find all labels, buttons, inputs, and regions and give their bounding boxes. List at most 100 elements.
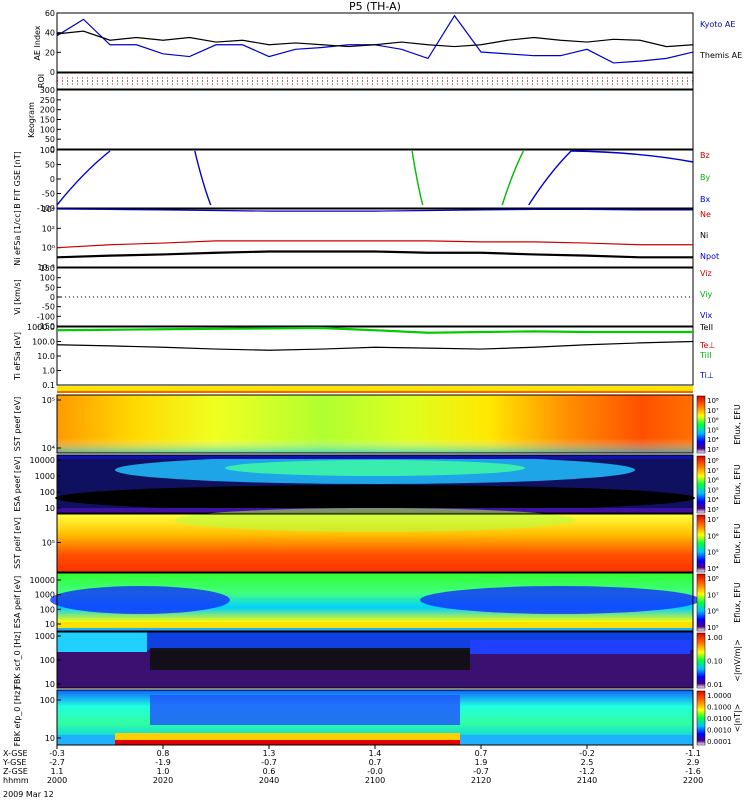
esa_e-ytick-label: 10 [45, 504, 55, 513]
sst_i-ytick: 10⁵ [42, 539, 61, 548]
colorbar-label: <|mV/m|> [733, 639, 742, 682]
x-tick-label: 0.7 [475, 749, 488, 758]
esa_e-ytick-label: 1000 [35, 472, 55, 481]
bx-series-segment [571, 150, 694, 163]
bfit-legend-by: By [700, 173, 710, 182]
esa_e-ytick: 10000 [30, 456, 61, 465]
vi-ytick: 50 [45, 283, 61, 292]
ti-ytick: 1.0 [42, 367, 61, 376]
esa_e-ytick-label: 10000 [30, 456, 55, 465]
colorbar-tick: 1.0000 [707, 692, 732, 700]
ni-legend-npot: Npot [700, 252, 719, 261]
x-tick-label: 2020 [153, 776, 173, 785]
keogram-ytick: 0 [50, 145, 61, 154]
keogram-ytick-label: 250 [40, 96, 55, 105]
esa_i-ytick-label: 10000 [30, 576, 55, 585]
vi-ytick-label: -50 [42, 303, 55, 312]
sst-e-panel-frame [56, 394, 694, 454]
bfit-ytick: 100 [40, 146, 61, 155]
bfit-ytick-label: -50 [42, 190, 55, 199]
sst_e-ytick-label: 10⁴ [42, 444, 55, 453]
keogram-ytick-label: 150 [40, 116, 55, 125]
npot-series [56, 208, 693, 212]
ni-ytick: 10² [42, 224, 61, 233]
esa_i-ytick: 10000 [30, 576, 61, 585]
ae-ytick-label: 20 [45, 48, 55, 57]
colorbar-tick: 10⁵ [707, 486, 719, 494]
colorbar-tick: 10⁶ [707, 608, 719, 616]
esa_i-ytick-label: 1000 [35, 591, 55, 600]
vi-ytick-label: 50 [45, 283, 55, 292]
x-tick-label: 2100 [365, 776, 385, 785]
colorbar-tick: 0.0001 [707, 738, 732, 746]
by-series-segment [501, 150, 525, 206]
fbk_e-ytick-label: 100 [40, 696, 55, 705]
esa_i-ytick-label: 100 [40, 605, 55, 614]
ae-ytick-label: 40 [45, 29, 55, 38]
colorbar-tick: 10⁴ [707, 565, 719, 573]
ni-legend-ne: Ne [700, 210, 711, 219]
bfit-legend-bx: Bx [700, 195, 710, 204]
colorbar-tick: 10⁷ [707, 591, 719, 599]
colorbar-tick: 10⁸ [707, 575, 719, 583]
colorbar-tick: 10⁷ [707, 467, 719, 475]
esa_e-ytick: 100 [40, 488, 61, 497]
colorbar-tick: 0.0100 [707, 715, 732, 723]
x-tick-label: 0.6 [263, 767, 276, 776]
esa-e-spectrogram [55, 455, 695, 513]
ti-ytick: 100.0 [32, 338, 61, 347]
vi-ytick-label: 100 [40, 274, 55, 283]
colorbar-tick: 10⁶ [707, 477, 719, 485]
sst_e-ytick: 10⁴ [42, 444, 61, 453]
ae-ytick: 60 [45, 9, 61, 18]
keogram-panel-frame [56, 89, 694, 150]
colorbar-label: Eflux, EFU [733, 404, 742, 445]
esa-i-panel-frame [56, 572, 694, 632]
colorbar-tick: 10⁷ [707, 516, 719, 524]
ae-legend-kyoto: Kyoto AE [700, 20, 735, 29]
x-tick-label: -0.2 [579, 749, 595, 758]
bfit-ytick-label: 100 [40, 146, 55, 155]
x-row-label: Z-GSE [3, 767, 28, 776]
esa_i-ytick: 10 [45, 620, 61, 629]
colorbar-tick: 10⁵ [707, 624, 719, 632]
fbk_b-ytick: 10 [45, 680, 61, 689]
ni-panel-frame [56, 208, 694, 268]
ae-ytick-label: 0 [50, 68, 55, 77]
esa-i-spectrogram [50, 573, 700, 631]
bfit-ytick: -100 [37, 204, 61, 213]
colorbar-tick: 0.01 [707, 681, 723, 689]
ni-ytick: 10⁻² [37, 263, 61, 272]
fbk-b-ylabel: FBK scf_0 [Hz] [13, 631, 22, 688]
ni-ytick-label: 10² [42, 224, 55, 233]
x-tick-label: -0.3 [49, 749, 65, 758]
ti-ytick-label: 1000.0 [27, 323, 55, 332]
x-tick-label: 1.3 [263, 749, 276, 758]
esa-e-ylabel: ESA peef [eV] [13, 456, 22, 511]
ti-ytick-label: 0.1 [42, 381, 55, 390]
fbk_b-ytick: 100 [40, 656, 61, 665]
bfit-ytick: 0 [50, 175, 61, 184]
ti-ytick-label: 100.0 [32, 338, 55, 347]
roi-ylabel: ROI [37, 74, 46, 88]
esa_e-ytick-label: 100 [40, 488, 55, 497]
x-tick-label: -1.1 [685, 749, 701, 758]
colorbar-tick: 10⁸ [707, 397, 719, 405]
fbk_e-ytick-label: 10 [45, 734, 55, 743]
ni-series [56, 250, 693, 259]
colorbar-label: Eflux, EFU [733, 582, 742, 623]
x-tick-label: -0.0 [367, 767, 383, 776]
esa_i-ytick: 100 [40, 605, 61, 614]
x-tick-label: 2.9 [687, 758, 700, 767]
ti-panel-frame [56, 326, 694, 386]
ti-ytick: 1000.0 [27, 323, 61, 332]
ti-legend-tell: TeII [699, 323, 713, 332]
colorbar: 1.0000 0.1000 0.0100 0.0010 0.0001<|nT|> [696, 690, 742, 746]
x-tick-label: 1.0 [157, 767, 170, 776]
ti-ylabel: Ti eFSa [eV] [13, 332, 22, 381]
sst-e-spectrogram [57, 395, 693, 453]
colorbar-tick: 10⁴ [707, 496, 719, 504]
vi-ytick-label: -150 [37, 322, 55, 331]
x-tick-label: 2.5 [581, 758, 594, 767]
